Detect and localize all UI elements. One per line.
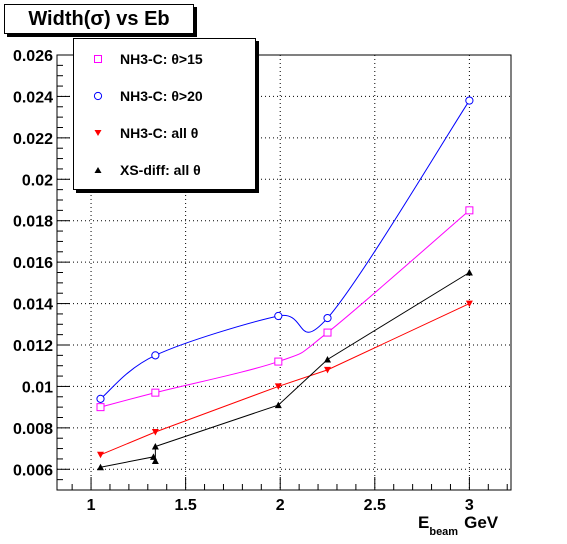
series-0 bbox=[96, 206, 474, 412]
x-tick-label: 3 bbox=[465, 497, 474, 514]
x-axis-title-main: E bbox=[418, 513, 429, 532]
x-tick-label: 1 bbox=[87, 497, 96, 514]
y-tick-label: 0.014 bbox=[13, 297, 53, 314]
legend: NH3-C: θ>15 NH3-C: θ>20 NH3-C: all θ XS-… bbox=[73, 38, 256, 190]
y-tick-label: 0.026 bbox=[13, 48, 53, 65]
y-tick-label: 0.006 bbox=[13, 462, 53, 479]
x-axis-title-sub: beam bbox=[429, 526, 458, 538]
legend-marker-circle-icon bbox=[93, 91, 103, 101]
data-point bbox=[274, 311, 283, 321]
x-tick-label: 2 bbox=[276, 497, 285, 514]
legend-entry: NH3-C: θ>20 bbox=[74, 78, 255, 114]
data-point bbox=[465, 206, 474, 215]
legend-entry: NH3-C: all θ bbox=[74, 115, 255, 151]
data-point bbox=[323, 313, 332, 323]
data-point bbox=[151, 388, 160, 397]
data-point bbox=[274, 357, 283, 366]
y-tick-label: 0.008 bbox=[13, 421, 53, 438]
legend-entry: XS-diff: all θ bbox=[74, 152, 255, 188]
data-point bbox=[324, 366, 332, 374]
data-point bbox=[274, 401, 282, 409]
data-point bbox=[151, 443, 159, 450]
series-1 bbox=[96, 96, 474, 403]
y-tick-label: 0.01 bbox=[22, 379, 53, 396]
data-point bbox=[465, 300, 473, 308]
y-tick-label: 0.016 bbox=[13, 255, 53, 272]
data-point bbox=[324, 356, 332, 363]
series bbox=[96, 96, 474, 471]
x-axis-title-unit: GeV bbox=[464, 513, 499, 532]
data-point bbox=[151, 351, 160, 360]
data-point bbox=[465, 96, 474, 105]
series-line bbox=[100, 209, 470, 408]
series-3 bbox=[97, 269, 473, 471]
data-point bbox=[151, 457, 159, 464]
legend-marker-triangle-down-icon bbox=[94, 130, 102, 136]
data-point bbox=[465, 269, 473, 276]
series-2 bbox=[97, 300, 473, 459]
x-axis-title: Ebeam GeV bbox=[418, 513, 499, 538]
y-tick-label: 0.022 bbox=[13, 131, 53, 148]
data-point bbox=[96, 394, 105, 403]
x-tick-label: 1.5 bbox=[175, 497, 197, 514]
legend-marker-square-icon bbox=[94, 55, 102, 63]
data-point bbox=[274, 383, 282, 390]
legend-entry: NH3-C: θ>15 bbox=[74, 41, 255, 77]
legend-label: NH3-C: θ>15 bbox=[120, 51, 203, 67]
data-point bbox=[96, 403, 105, 412]
x-tick-label: 2.5 bbox=[364, 497, 386, 514]
legend-label: XS-diff: all θ bbox=[120, 162, 201, 178]
data-point bbox=[323, 328, 332, 337]
axis-ticks: 1 1.5 2 2.5 3 0.006 0.008 0.01 0.012 0.014 0.016 0.… bbox=[13, 48, 508, 514]
data-point bbox=[97, 451, 105, 459]
legend-marker-triangle-up-icon bbox=[94, 167, 102, 173]
legend-label: NH3-C: all θ bbox=[120, 125, 199, 141]
data-point bbox=[151, 429, 159, 436]
y-tick-label: 0.024 bbox=[13, 89, 53, 106]
series-line bbox=[100, 272, 470, 468]
y-tick-label: 0.012 bbox=[13, 338, 53, 355]
data-point bbox=[97, 463, 105, 471]
chart-title-box: Width(σ) vs Eb bbox=[4, 4, 194, 34]
legend-label: NH3-C: θ>20 bbox=[120, 88, 203, 104]
chart-title: Width(σ) vs Eb bbox=[28, 8, 170, 30]
y-tick-label: 0.018 bbox=[13, 214, 53, 231]
y-tick-label: 0.02 bbox=[22, 172, 53, 189]
